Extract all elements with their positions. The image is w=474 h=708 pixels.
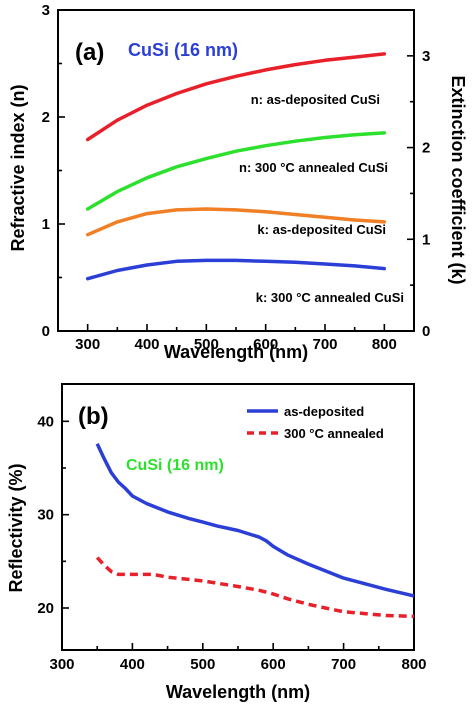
panel-a-left-tick-label: 1: [42, 216, 50, 233]
panel-a-left-ticks: 0 1 2 3: [42, 2, 65, 340]
panel-b-chart: (b) CuSi (16 nm) Wavelength (nm) Reflect…: [6, 383, 427, 702]
panel-a-series: [85, 52, 387, 281]
panel-b-y-tick-label: 30: [37, 507, 54, 524]
panel-a-right-tick-label: 2: [422, 140, 430, 157]
panel-b-label: (b): [78, 403, 109, 430]
legend-label-as-deposited: as-deposited: [284, 404, 364, 419]
annotation-k-as-deposited: k: as-deposited CuSi: [257, 222, 386, 237]
panel-b-title: CuSi (16 nm): [126, 457, 224, 474]
legend-label-annealed: 300 °C annealed: [284, 426, 384, 441]
panel-b-x-tick-label: 700: [331, 656, 356, 673]
panel-a-title: CuSi (16 nm): [128, 40, 238, 60]
panel-b-x-tick-label: 800: [401, 656, 426, 673]
panel-b-series-line-1: [95, 556, 415, 619]
panel-a-label: (a): [75, 39, 104, 66]
panel-b-x-tick-label: 400: [120, 656, 145, 673]
panel-a-left-tick-label: 3: [42, 2, 50, 19]
panel-a-x-ticks: 300 400 500 600 700 800: [75, 324, 397, 353]
panel-b-x-tick-label: 600: [261, 656, 286, 673]
panel-a-left-tick-label: 0: [42, 323, 50, 340]
panel-a-series-line-1: [85, 131, 387, 211]
panel-a-x-tick-label: 300: [75, 336, 100, 353]
annotation-n-as-deposited: n: as-deposited CuSi: [251, 92, 380, 107]
panel-a-x-tick-label: 800: [372, 336, 397, 353]
panel-b-y-axis-title: Reflectivity (%): [6, 463, 26, 592]
panel-a-x-tick-label: 400: [134, 336, 159, 353]
panel-a-series-line-2: [85, 207, 387, 237]
panel-a-x-tick-label: 700: [312, 336, 337, 353]
panel-a-left-axis-title: Refractive index (n): [8, 84, 28, 251]
panel-a-right-tick-label: 0: [422, 323, 430, 340]
panel-b-x-tick-label: 300: [49, 656, 74, 673]
panel-b-legend: as-deposited 300 °C annealed: [247, 404, 384, 441]
panel-b-y-ticks: 20 30 40: [37, 413, 69, 617]
panel-b-x-tick-label: 500: [190, 656, 215, 673]
panel-a-x-tick-label: 600: [253, 336, 278, 353]
panel-b-series: [95, 442, 415, 619]
panel-a-x-axis-title: Wavelength (nm): [164, 342, 308, 362]
panel-b-series-line-0: [95, 442, 415, 598]
panel-b-x-axis-title: Wavelength (nm): [166, 682, 310, 702]
panel-a-left-tick-label: 2: [42, 109, 50, 126]
panel-a-x-tick-label: 500: [194, 336, 219, 353]
panel-b-y-tick-label: 40: [37, 413, 54, 430]
panel-b-frame: [61, 383, 415, 651]
annotation-n-annealed: n: 300 °C annealed CuSi: [239, 160, 388, 175]
panel-a-right-ticks: 0 1 2 3: [407, 48, 430, 340]
panel-a-chart: (a) CuSi (16 nm) Wavelength (nm) Refract…: [8, 2, 468, 362]
panel-a-right-tick-label: 3: [422, 48, 430, 65]
panel-b-x-ticks: 300 400 500 600 700 800: [49, 643, 427, 673]
annotation-k-annealed: k: 300 °C annealed CuSi: [256, 290, 404, 305]
panel-a-series-line-0: [85, 52, 387, 142]
panel-a-series-line-3: [85, 258, 387, 281]
panel-a-right-tick-label: 1: [422, 231, 430, 248]
panel-a-right-axis-title: Extinction coefficient (k): [448, 75, 468, 284]
panel-b-y-tick-label: 20: [37, 600, 54, 617]
